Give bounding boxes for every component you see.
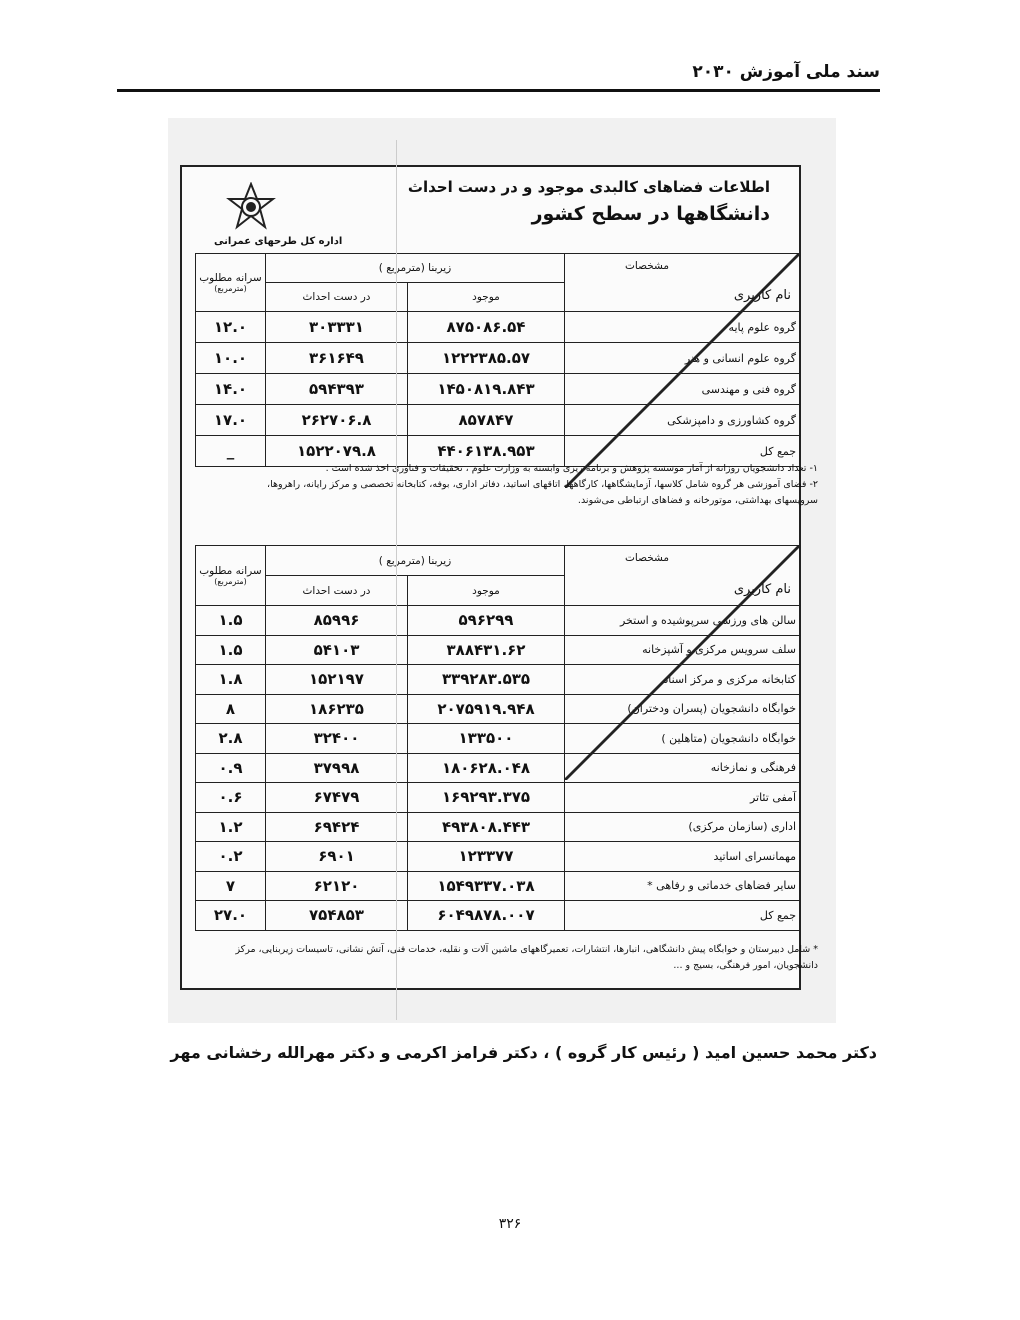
table-row: سلف سرویس مرکزی و آشپزخانه ۳۸۸۴۳۱.۶۲ ۵۴۱۰۳… [195,634,800,665]
existing-header: موجود [407,575,565,606]
note-2: ۲- فضای آموزشی هر گروه شامل کلاسها، آزما… [267,479,818,506]
table-row: سالن های ورزشی سرپوشیده و استخر ۵۹۶۲۹۹ ۸۵۹… [195,605,800,636]
table-row: خوابگاه دانشجویان (پسران ودختران) ۲۰۷۵۹۱۹… [195,693,800,724]
emblem-logo [226,182,276,230]
per-capita-header: سرانه مطلوب (مترمربع) [195,545,266,606]
header-rule [117,89,880,92]
building-header: در دست احداث [265,282,408,312]
table-academic-spaces: مشخصات نام کاربری زیربنا (مترمربع ) سرانه م… [195,253,800,488]
area-header: زیربنا (مترمربع ) [265,253,565,283]
doc-title-line2: دانشگاهها در سطح کشور [531,203,770,225]
scan-fold-line [396,140,397,1020]
spec-header: مشخصات نام کاربری [564,253,800,488]
org-name: اداره کل طرحهای عمرانی [214,236,343,247]
table-row: مهمانسرای اساتید ۱۲۳۳۷۷ ۶۹۰۱ ۰.۲ [195,841,800,872]
table-row: سایر فضاهای خدماتی و رفاهی * ۱۵۴۹۳۳۷.۰۳۸ ۶… [195,870,800,901]
table-row: گروه علوم انسانی و هنر ۱۲۲۲۳۸۵.۵۷ ۳۶۱۶۴۹ ۱۰… [195,342,800,374]
table-row: آمفی تئاتر ۱۶۹۲۹۳.۳۷۵ ۶۷۴۷۹ ۰.۶ [195,782,800,813]
table-row: گروه فنی و مهندسی ۱۴۵۰۸۱۹.۸۴۳ ۵۹۴۳۹۳ ۱۴.۰ [195,373,800,405]
doc-title-line1: اطلاعات فضاهای کالبدی موجود و در دست احد… [407,178,770,196]
table-row: اداری (سازمان مرکزی) ۴۹۳۸۰۸.۴۴۳ ۶۹۴۲۴ ۱.۲ [195,811,800,842]
table-service-spaces: مشخصات نام کاربری زیربنا (مترمربع ) سرانه م… [195,545,800,931]
note-1: ۱- تعداد دانشجویان روزانه از آمار موسسه … [325,463,818,474]
table-row: فرهنگی و نمازخانه ۱۸۰۶۲۸.۰۴۸ ۳۷۹۹۸ ۰.۹ [195,752,800,783]
running-header: سند ملی آموزش ۲۰۳۰ [692,62,880,82]
note-star: * شامل دبیرستان و خوابگاه پیش دانشگاهی، … [235,944,818,971]
per-capita-header: سرانه مطلوب (مترمربع) [195,253,266,312]
existing-header: موجود [407,282,565,312]
area-header: زیربنا (مترمربع ) [265,545,565,576]
authors-line: دکتر محمد حسین امید ( رئیس کار گروه ) ، … [170,1043,877,1062]
building-header: در دست احداث [265,575,408,606]
table-row: خوابگاه دانشجویان (متاهلین ) ۱۳۳۵۰۰ ۳۲۴۰۰ ۲… [195,723,800,754]
table-row: جمع کل ۶۰۴۹۸۷۸.۰۰۷ ۷۵۴۸۵۳ ۲۷.۰ [195,900,800,931]
spec-header: مشخصات نام کاربری [564,545,800,780]
table-row: کتابخانه مرکزی و مرکز اسناد ۳۳۹۲۸۳.۵۳۵ ۱۵۲… [195,664,800,695]
notes-1: ۱- تعداد دانشجویان روزانه از آمار موسسه … [228,461,818,509]
page-number: ۳۲۶ [498,1216,522,1232]
table-row: گروه علوم پایه ۸۷۵۰۸۶.۵۴ ۳۰۳۳۳۱ ۱۲.۰ [195,311,800,343]
